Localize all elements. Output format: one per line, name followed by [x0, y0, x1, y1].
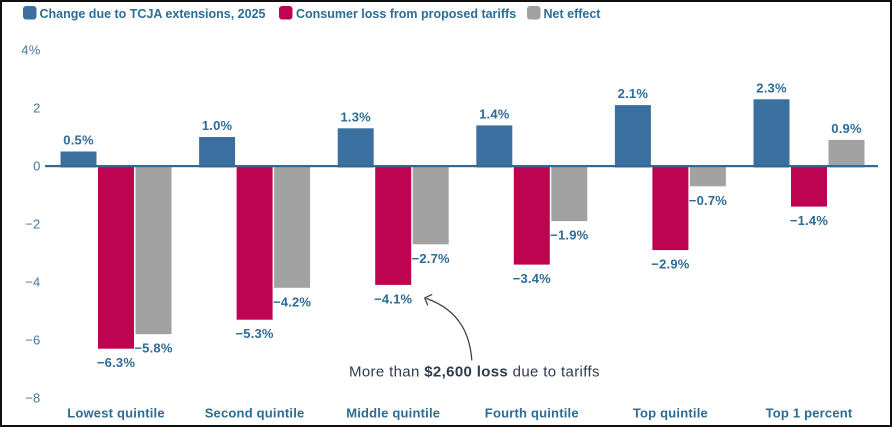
- svg-text:−1.9%: −1.9%: [550, 228, 588, 243]
- svg-text:−1.4%: −1.4%: [790, 213, 828, 228]
- svg-text:−4.2%: −4.2%: [273, 294, 311, 309]
- svg-text:−5.8%: −5.8%: [134, 341, 172, 356]
- svg-text:Middle quintile: Middle quintile: [346, 406, 440, 421]
- svg-text:Consumer loss from proposed ta: Consumer loss from proposed tariffs: [296, 7, 516, 21]
- svg-text:Top 1 percent: Top 1 percent: [766, 406, 853, 421]
- svg-text:−0.7%: −0.7%: [689, 193, 727, 208]
- svg-text:−8: −8: [25, 391, 40, 406]
- svg-text:2.1%: 2.1%: [618, 86, 649, 101]
- svg-text:Second quintile: Second quintile: [205, 406, 305, 421]
- svg-text:1.0%: 1.0%: [202, 118, 233, 133]
- svg-text:−6: −6: [25, 333, 40, 348]
- svg-text:−2: −2: [25, 217, 40, 232]
- svg-text:−4: −4: [25, 275, 40, 290]
- svg-text:1.3%: 1.3%: [340, 109, 371, 124]
- svg-text:−4.1%: −4.1%: [374, 291, 412, 306]
- svg-text:Change due to TCJA extensions,: Change due to TCJA extensions, 2025: [40, 7, 266, 21]
- svg-text:−2.7%: −2.7%: [412, 251, 450, 266]
- svg-text:More than $2,600 loss due to t: More than $2,600 loss due to tariffs: [349, 364, 600, 381]
- svg-text:2.3%: 2.3%: [756, 80, 787, 95]
- svg-text:Top quintile: Top quintile: [633, 406, 708, 421]
- svg-text:−6.3%: −6.3%: [97, 355, 135, 370]
- svg-text:−2.9%: −2.9%: [651, 257, 689, 272]
- svg-text:−3.4%: −3.4%: [513, 271, 551, 286]
- svg-text:Fourth quintile: Fourth quintile: [485, 406, 579, 421]
- svg-text:−5.3%: −5.3%: [235, 326, 273, 341]
- svg-text:0: 0: [33, 159, 40, 174]
- svg-text:Lowest quintile: Lowest quintile: [67, 406, 165, 421]
- svg-text:0.9%: 0.9%: [831, 121, 862, 136]
- svg-text:2: 2: [33, 101, 40, 116]
- svg-text:Net effect: Net effect: [544, 7, 602, 21]
- svg-text:1.4%: 1.4%: [479, 106, 510, 121]
- svg-text:4%: 4%: [21, 43, 40, 58]
- svg-text:0.5%: 0.5%: [63, 133, 94, 148]
